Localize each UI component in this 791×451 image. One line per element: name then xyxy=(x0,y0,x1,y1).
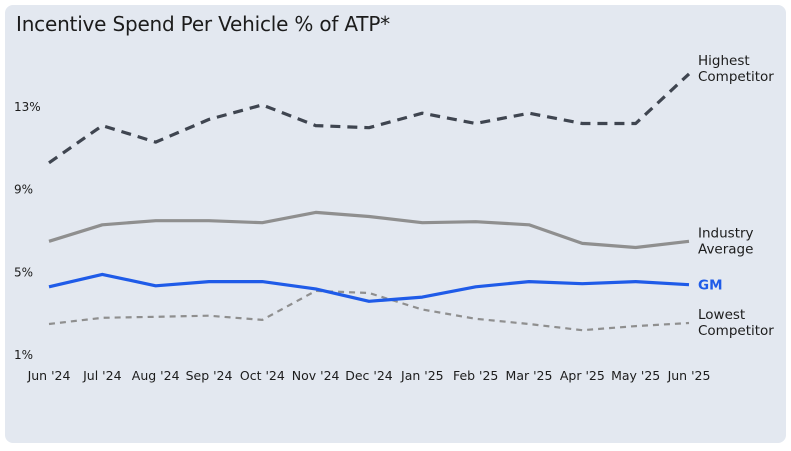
x-tick-label: Apr '25 xyxy=(560,368,605,383)
series-label: GM xyxy=(698,278,723,294)
y-tick-label: 5% xyxy=(14,265,33,279)
x-tick-label: Oct '24 xyxy=(240,368,285,383)
x-tick-label: Nov '24 xyxy=(292,368,340,383)
y-tick-label: 1% xyxy=(14,348,33,362)
series-line-industry-average xyxy=(48,210,690,250)
series-label: Industry xyxy=(698,225,754,241)
x-tick-label: Jun '24 xyxy=(27,368,71,383)
x-tick-label: Dec '24 xyxy=(345,368,393,383)
series-label: Highest xyxy=(698,53,750,69)
series-line-highest-competitor xyxy=(48,72,691,165)
series-label: Competitor xyxy=(698,69,774,85)
x-tick-label: Mar '25 xyxy=(506,368,553,383)
series-line-lowest-competitor xyxy=(48,289,690,332)
x-tick-label: Jan '25 xyxy=(400,368,444,383)
series-label: Lowest xyxy=(698,307,745,323)
chart-card xyxy=(5,5,786,443)
y-tick-label: 13% xyxy=(14,100,41,114)
chart-title: Incentive Spend Per Vehicle % of ATP* xyxy=(16,12,390,36)
series-label: Average xyxy=(698,241,753,257)
x-tick-label: Jun '25 xyxy=(667,368,711,383)
x-tick-label: Sep '24 xyxy=(186,368,233,383)
x-tick-label: May '25 xyxy=(611,368,660,383)
x-tick-label: Aug '24 xyxy=(132,368,180,383)
series-label: Competitor xyxy=(698,323,774,339)
series-line-gm xyxy=(48,272,690,303)
x-tick-label: Feb '25 xyxy=(453,368,498,383)
x-tick-label: Jul '24 xyxy=(82,368,121,383)
y-tick-label: 9% xyxy=(14,183,33,197)
